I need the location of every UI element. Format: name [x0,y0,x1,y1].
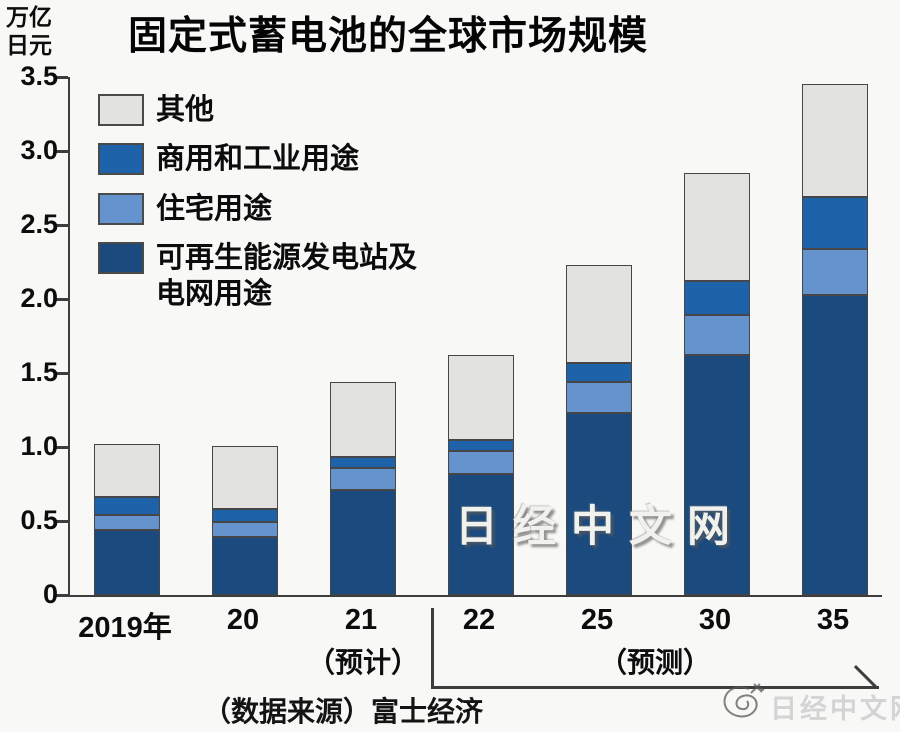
y-axis-unit-label: 万亿 日元 [6,4,52,59]
bar-segment [330,489,396,595]
bar-segment [330,467,396,490]
x-axis-category-label: 35 [816,604,850,636]
bar-segment [94,515,160,530]
bar-segment [212,509,278,523]
y-axis-tick-label: 2.5 [20,209,58,239]
bar-segment [448,355,514,440]
x-axis-category-label: 22 [462,604,496,636]
bar-segment [566,412,632,595]
bar-segment [448,473,514,595]
bar-segment [684,355,750,595]
bar-segment [684,315,750,356]
bar-segment [448,451,514,474]
bar-segment [684,173,750,282]
y-axis-tick-label: 1.0 [20,431,58,461]
forecast-annotation: （预测） [598,647,711,678]
bar-segment [212,522,278,538]
legend-label-residential: 住宅用途 [156,192,273,225]
legend-item-other: 其他 [98,92,417,128]
legend: 其他 商用和工业用途 住宅用途 可再生能源发电站及 电网用途 [98,92,417,312]
plot-area [68,77,882,597]
y-axis-tick-label: 1.5 [20,357,58,387]
y-axis-tick [56,446,68,449]
bar-segment [330,381,396,458]
bar-segment [566,381,632,413]
y-axis-tick [56,520,68,523]
bar-segment [566,362,632,382]
bar-segment [802,84,868,197]
y-axis-tick [56,224,68,227]
bar-segment [802,196,868,249]
y-axis-tick-label: 3.0 [20,135,58,165]
y-axis-tick-label: 0.5 [20,505,58,535]
legend-item-commercial-industrial: 商用和工业用途 [98,141,417,177]
x-axis-category-label: 25 [580,604,614,636]
forecast-bracket-vertical-line [431,608,434,688]
y-axis-tick-label: 0 [42,579,58,609]
y-axis-unit-line1: 万亿 [6,4,52,30]
y-axis-tick-label: 2.0 [20,283,58,313]
bar-segment [566,264,632,363]
legend-swatch-other [98,94,144,127]
legend-swatch-residential [98,192,144,225]
legend-label-commercial-industrial: 商用和工业用途 [156,143,360,176]
y-axis-tick [56,76,68,79]
legend-label-renewable-grid: 可再生能源发电站及 [156,241,418,274]
legend-swatch-renewable-grid [98,241,144,274]
data-source-note: （数据来源）富士经济 [203,696,484,727]
y-axis-tick [56,372,68,375]
bar-segment [684,281,750,316]
legend-item-residential: 住宅用途 [98,191,417,227]
x-axis-category-label: 30 [698,604,732,636]
legend-swatch-commercial-industrial [98,143,144,176]
y-axis-tick-label: 3.5 [20,61,58,91]
bar-segment [94,529,160,595]
bar-segment [330,457,396,468]
x-axis-category-label: 20 [226,604,260,636]
y-axis-unit-line2: 日元 [6,31,52,58]
chart-title: 固定式蓄电池的全球市场规模 [128,15,649,58]
y-axis-tick [56,150,68,153]
bar-segment [212,537,278,595]
bar-segment [802,294,868,595]
nikkei-doodle-logo-icon [723,683,765,718]
estimate-annotation: （预计） [306,647,419,678]
y-axis-tick [56,298,68,301]
bar-segment [212,445,278,510]
watermark-bottom-right: 日经中文网 [770,694,900,724]
bar-segment [802,248,868,295]
forecast-bracket-horizontal-line [431,686,879,689]
bar-segment [94,444,160,498]
legend-item-renewable-grid: 可再生能源发电站及 [98,240,417,276]
legend-label-other: 其他 [156,94,215,126]
x-axis-category-label: 2019年 [78,612,172,644]
bar-segment [94,497,160,516]
legend-label-renewable-grid-line2: 电网用途 [156,278,273,310]
watermark-center: 日经中文网 [455,503,745,551]
x-axis-category-label: 21 [344,604,378,636]
y-axis-tick [56,594,68,597]
bar-segment [448,439,514,452]
